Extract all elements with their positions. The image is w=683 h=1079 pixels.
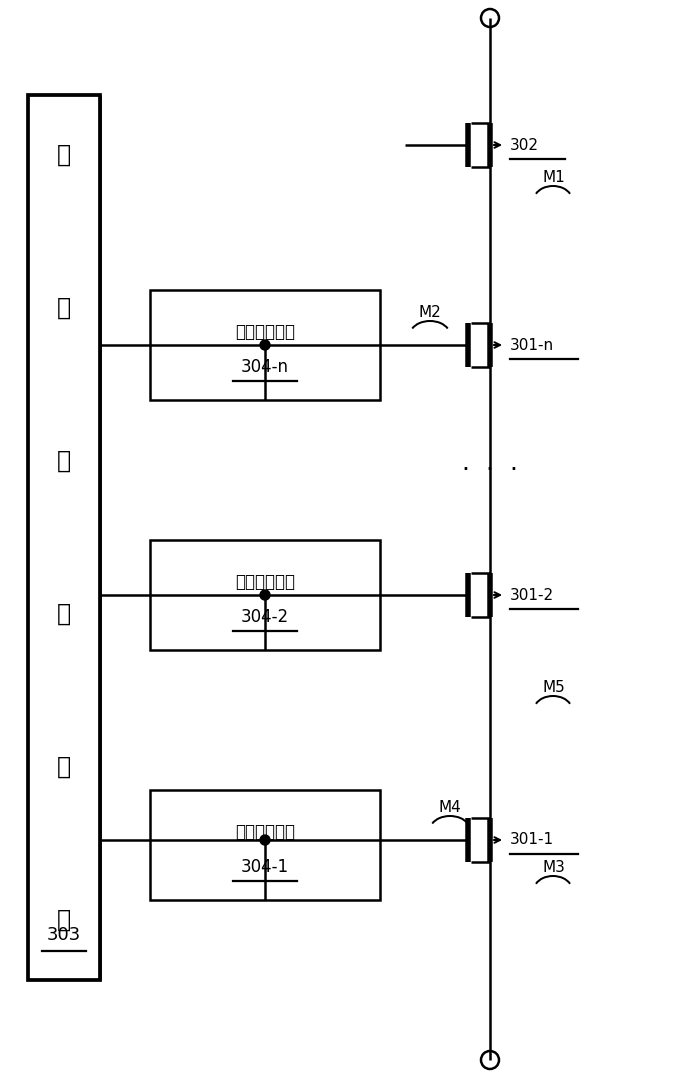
Text: ·  ·  ·: · · · <box>462 457 518 482</box>
Text: 304-2: 304-2 <box>241 607 289 626</box>
Bar <box>28 95 100 980</box>
Text: 301-2: 301-2 <box>510 587 554 602</box>
Text: M1: M1 <box>543 170 566 185</box>
Text: 304-1: 304-1 <box>241 858 289 876</box>
Text: 302: 302 <box>510 137 539 152</box>
Circle shape <box>260 340 270 350</box>
Text: 301-n: 301-n <box>510 338 554 353</box>
Text: 导通箱位电路: 导通箱位电路 <box>235 323 295 341</box>
Text: 路: 路 <box>57 909 71 932</box>
Text: 关: 关 <box>57 144 71 167</box>
Text: M4: M4 <box>438 800 461 815</box>
Text: 断: 断 <box>57 296 71 320</box>
Circle shape <box>260 835 270 845</box>
Text: 301-1: 301-1 <box>510 833 554 847</box>
Text: 电: 电 <box>57 755 71 779</box>
Text: 导通箱位电路: 导通箱位电路 <box>235 573 295 591</box>
Text: 箱: 箱 <box>57 449 71 473</box>
Text: M3: M3 <box>543 860 566 875</box>
Bar <box>150 290 380 400</box>
Text: M2: M2 <box>418 305 441 320</box>
Text: 导通箱位电路: 导通箱位电路 <box>235 823 295 841</box>
Text: 303: 303 <box>47 926 81 944</box>
Bar <box>150 790 380 900</box>
Circle shape <box>260 590 270 600</box>
Text: M5: M5 <box>543 680 566 695</box>
Bar <box>150 540 380 650</box>
Text: 304-n: 304-n <box>241 358 289 375</box>
Text: 位: 位 <box>57 602 71 626</box>
